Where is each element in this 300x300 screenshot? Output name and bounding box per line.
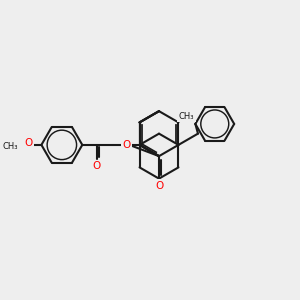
Text: CH₃: CH₃ [2,142,18,152]
Text: O: O [155,181,163,191]
Text: CH₃: CH₃ [179,112,194,121]
Text: O: O [122,140,130,150]
Text: O: O [92,161,101,171]
Text: O: O [122,140,130,150]
Text: O: O [24,138,32,148]
